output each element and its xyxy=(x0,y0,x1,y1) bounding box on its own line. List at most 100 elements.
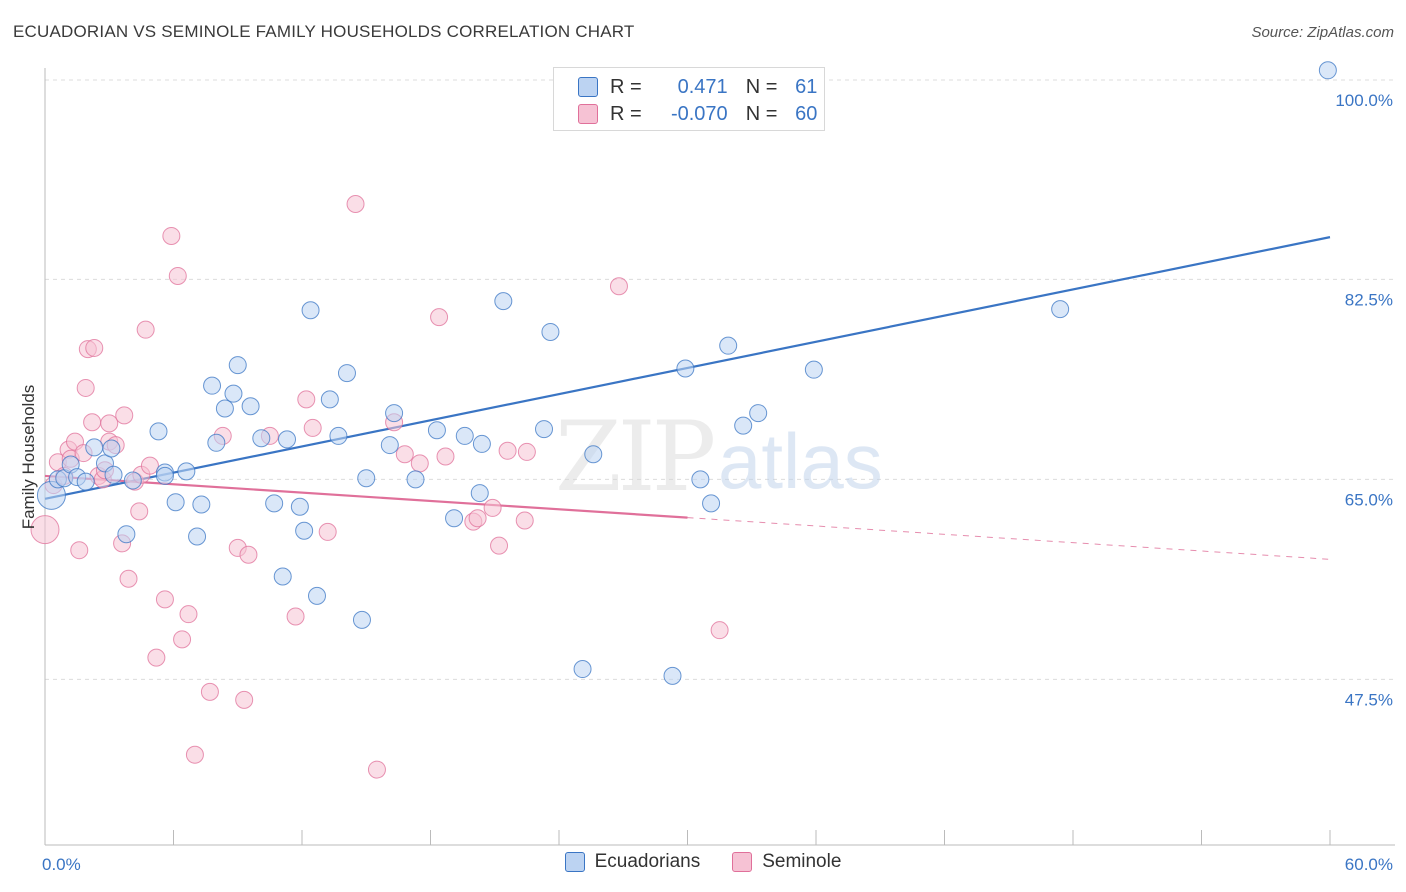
chart-title: ECUADORIAN VS SEMINOLE FAMILY HOUSEHOLDS… xyxy=(13,22,635,41)
y-tick-label: 100.0% xyxy=(1335,91,1393,110)
ecuadorians-point xyxy=(290,497,309,516)
ecuadorians-point xyxy=(494,292,513,311)
ecuadorians-point xyxy=(445,509,464,528)
ecuadorians-point xyxy=(573,660,592,679)
seminole-point xyxy=(200,682,219,701)
y-axis-label: Family Households xyxy=(19,385,38,530)
r-value: -0.070 xyxy=(670,102,728,125)
r-value: 0.471 xyxy=(677,75,728,98)
ecuadorians-point xyxy=(117,525,136,544)
seminole-point xyxy=(179,605,198,624)
seminole-point xyxy=(297,390,316,409)
n-value: 60 xyxy=(795,102,818,125)
legend-label: Seminole xyxy=(762,851,842,872)
ecuadorians-point xyxy=(76,472,95,491)
seminole-point xyxy=(70,541,89,560)
seminole-point xyxy=(85,338,104,357)
ecuadorians-point xyxy=(224,384,243,403)
trend-line-seminole xyxy=(44,474,688,519)
seminole-point xyxy=(119,569,138,588)
ecuadorians-point xyxy=(584,445,603,464)
seminole-point xyxy=(168,266,187,285)
legend-row-seminole: R = -0.070 N = 60 xyxy=(578,101,817,127)
source-label: Source: ZipAtlas.com xyxy=(1251,24,1394,41)
ecuadorians-point xyxy=(228,356,247,375)
ecuadorians-point xyxy=(352,610,371,629)
ecuadorians-point xyxy=(541,322,560,341)
ecuadorians-point xyxy=(337,364,356,383)
seminole-point xyxy=(346,194,365,213)
seminole-point xyxy=(710,621,729,640)
seminole-point xyxy=(515,511,534,530)
legend-item-seminole[interactable]: Seminole xyxy=(732,851,841,873)
series-legend: Ecuadorians Seminole xyxy=(0,851,1406,873)
ecuadorians-point xyxy=(535,420,554,439)
seminole-point xyxy=(436,447,455,466)
ecuadorians-point xyxy=(691,470,710,489)
legend-row-ecuadorians: R = 0.471 N = 61 xyxy=(578,74,817,100)
x-tick-label: 60.0% xyxy=(1345,855,1393,874)
ecuadorians-point xyxy=(273,567,292,586)
seminole-point xyxy=(609,277,628,296)
seminole-point xyxy=(136,320,155,339)
seminole-point xyxy=(115,406,134,425)
seminole-point xyxy=(155,590,174,609)
ecuadorians-point xyxy=(177,462,196,481)
seminole-point xyxy=(162,226,181,245)
seminole-point xyxy=(395,445,414,464)
ecuadorians-point xyxy=(472,434,491,453)
ecuadorians-point xyxy=(252,429,271,448)
ecuadorians-point xyxy=(1318,61,1337,80)
seminole-point xyxy=(140,456,159,475)
ecuadorians-point xyxy=(155,466,174,485)
ecuadorians-point xyxy=(427,421,446,440)
ecuadorians-point xyxy=(295,521,314,540)
ecuadorians-point xyxy=(719,336,738,355)
seminole-point xyxy=(483,498,502,517)
y-tick-label: 65.0% xyxy=(1345,490,1393,509)
label-layer: 47.5% 65.0% 82.5% 100.0% 0.0% 60.0% Family Hou… xyxy=(19,91,1393,874)
y-tick-label: 82.5% xyxy=(1345,290,1393,309)
ecuadorians-point xyxy=(307,586,326,605)
ecuadorians-point xyxy=(357,469,376,488)
seminole-point xyxy=(100,414,119,433)
trend-line-extension xyxy=(687,517,1331,560)
ecuadorians-point xyxy=(749,404,768,423)
ecuadorians-point xyxy=(329,426,348,445)
ecuadorians-point xyxy=(663,666,682,685)
ecuadorians-point xyxy=(203,376,222,395)
ecuadorians-point xyxy=(166,493,185,512)
ecuadorians-point xyxy=(278,430,297,449)
ecuadorians-point xyxy=(102,439,121,458)
ecuadorians-swatch xyxy=(564,852,585,872)
ecuadorians-point xyxy=(676,359,695,378)
seminole-point xyxy=(185,745,204,764)
seminole-point xyxy=(286,607,305,626)
seminole-point xyxy=(239,545,258,564)
ecuadorians-point xyxy=(241,397,260,416)
n-label: N = xyxy=(745,102,778,125)
ecuadorians-point xyxy=(385,404,404,423)
legend-label: Ecuadorians xyxy=(594,851,701,872)
ecuadorians-point xyxy=(702,494,721,513)
ecuadorians-point xyxy=(406,470,425,489)
ecuadorians-point xyxy=(804,360,823,379)
grid-layer xyxy=(45,79,1395,680)
seminole-point xyxy=(173,630,192,649)
seminole-point xyxy=(490,536,509,555)
seminole-swatch xyxy=(578,104,598,124)
ecuadorians-point xyxy=(207,433,226,452)
seminole-point xyxy=(468,509,487,528)
watermark: ZIP atlas xyxy=(555,401,883,513)
seminole-point xyxy=(83,413,102,432)
ecuadorians-point xyxy=(123,471,142,490)
ecuadorians-point xyxy=(470,484,489,503)
ecuadorians-point xyxy=(104,465,123,484)
seminole-point xyxy=(430,308,449,327)
seminole-point xyxy=(303,418,322,437)
seminole-point xyxy=(367,760,386,779)
legend-item-ecuadorians[interactable]: Ecuadorians xyxy=(564,851,701,873)
ecuadorians-swatch xyxy=(578,77,598,97)
x-tick-label: 0.0% xyxy=(42,855,81,874)
